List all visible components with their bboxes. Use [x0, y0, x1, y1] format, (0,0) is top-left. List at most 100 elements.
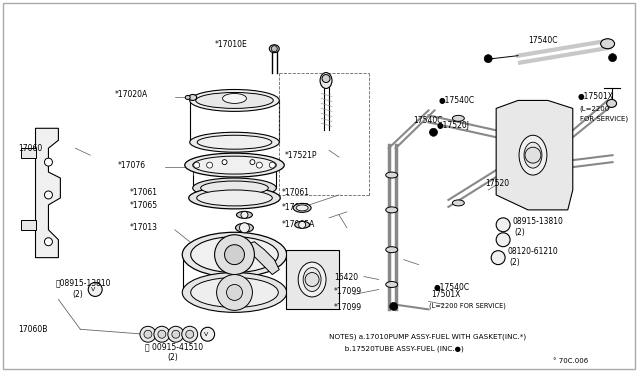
- Text: (L=2200: (L=2200: [580, 105, 610, 112]
- Text: 16420: 16420: [334, 273, 358, 282]
- Circle shape: [186, 330, 194, 338]
- Circle shape: [305, 273, 319, 286]
- Text: (2): (2): [509, 258, 520, 267]
- Circle shape: [182, 326, 198, 342]
- Text: ●17501X: ●17501X: [578, 92, 614, 101]
- Polygon shape: [35, 128, 60, 258]
- Polygon shape: [246, 242, 279, 275]
- Ellipse shape: [191, 237, 278, 273]
- Text: *17521P: *17521P: [284, 151, 317, 160]
- Ellipse shape: [236, 223, 253, 232]
- Ellipse shape: [293, 203, 311, 212]
- Ellipse shape: [185, 153, 284, 177]
- Circle shape: [484, 55, 492, 62]
- Text: 17520: 17520: [485, 179, 509, 187]
- Circle shape: [227, 285, 243, 301]
- Ellipse shape: [182, 273, 287, 312]
- Text: 17540C: 17540C: [528, 36, 557, 45]
- Text: FOR SERVICE): FOR SERVICE): [580, 115, 628, 122]
- Ellipse shape: [320, 73, 332, 89]
- Text: Ⓥ08915-13810: Ⓥ08915-13810: [56, 278, 111, 287]
- Ellipse shape: [294, 221, 310, 228]
- Circle shape: [172, 330, 180, 338]
- Circle shape: [496, 218, 510, 232]
- Circle shape: [154, 326, 170, 342]
- Circle shape: [44, 238, 52, 246]
- Circle shape: [241, 211, 248, 218]
- Text: ●17540C: ●17540C: [433, 283, 470, 292]
- Polygon shape: [496, 100, 573, 210]
- Ellipse shape: [191, 278, 278, 307]
- Text: 17060: 17060: [19, 144, 43, 153]
- Ellipse shape: [452, 200, 465, 206]
- Ellipse shape: [182, 232, 287, 277]
- Ellipse shape: [189, 132, 279, 152]
- Text: *17099: *17099: [334, 287, 362, 296]
- Circle shape: [140, 326, 156, 342]
- Circle shape: [88, 282, 102, 296]
- Ellipse shape: [519, 135, 547, 175]
- Text: *17013: *17013: [130, 223, 158, 232]
- Text: *17065A: *17065A: [281, 220, 315, 229]
- Ellipse shape: [386, 172, 397, 178]
- Circle shape: [491, 251, 505, 264]
- Ellipse shape: [269, 45, 279, 53]
- Text: V: V: [497, 222, 501, 227]
- Text: 17540C: 17540C: [413, 116, 443, 125]
- Ellipse shape: [193, 178, 276, 198]
- Ellipse shape: [303, 267, 321, 291]
- Ellipse shape: [607, 99, 616, 108]
- Text: *17065: *17065: [281, 203, 309, 212]
- Circle shape: [525, 147, 541, 163]
- Ellipse shape: [237, 211, 252, 218]
- Circle shape: [44, 191, 52, 199]
- Ellipse shape: [296, 205, 308, 211]
- Circle shape: [207, 162, 212, 168]
- Text: *17010E: *17010E: [214, 40, 247, 49]
- Circle shape: [609, 54, 616, 62]
- Text: 17060B: 17060B: [19, 325, 48, 334]
- Text: (2): (2): [514, 228, 525, 237]
- Circle shape: [390, 302, 397, 310]
- Text: (2): (2): [72, 290, 83, 299]
- Text: *17020A: *17020A: [115, 90, 148, 99]
- Circle shape: [257, 162, 262, 168]
- Text: NOTES) a.17010PUMP ASSY-FUEL WITH GASKET(INC.*): NOTES) a.17010PUMP ASSY-FUEL WITH GASKET…: [329, 334, 526, 340]
- Text: *17099: *17099: [334, 303, 362, 312]
- Text: B: B: [494, 255, 499, 260]
- Text: ° 70C.006: ° 70C.006: [553, 358, 588, 364]
- Text: ●17540C: ●17540C: [438, 96, 475, 105]
- Text: V: V: [91, 287, 95, 292]
- Text: ●17520J: ●17520J: [436, 121, 470, 130]
- Ellipse shape: [196, 190, 272, 206]
- Ellipse shape: [386, 207, 397, 213]
- Circle shape: [214, 235, 254, 275]
- Ellipse shape: [189, 90, 279, 111]
- Text: 08915-13810: 08915-13810: [512, 217, 563, 226]
- Circle shape: [269, 162, 275, 168]
- Circle shape: [158, 330, 166, 338]
- Circle shape: [168, 326, 184, 342]
- Polygon shape: [20, 148, 35, 158]
- Circle shape: [250, 160, 255, 164]
- Text: b.17520TUBE ASSY-FUEL (INC.●): b.17520TUBE ASSY-FUEL (INC.●): [329, 346, 464, 352]
- Ellipse shape: [298, 262, 326, 297]
- Polygon shape: [20, 220, 35, 230]
- Circle shape: [194, 162, 200, 168]
- Circle shape: [239, 223, 250, 233]
- Circle shape: [271, 46, 277, 52]
- Circle shape: [225, 245, 244, 264]
- Ellipse shape: [189, 187, 280, 209]
- Text: *17061: *17061: [130, 189, 158, 198]
- Circle shape: [201, 327, 214, 341]
- Ellipse shape: [197, 135, 272, 149]
- Ellipse shape: [189, 94, 196, 100]
- Text: *17065: *17065: [130, 201, 158, 211]
- Ellipse shape: [386, 247, 397, 253]
- Text: *17061: *17061: [281, 189, 309, 198]
- Circle shape: [299, 221, 306, 228]
- Ellipse shape: [600, 39, 614, 49]
- Ellipse shape: [201, 181, 268, 195]
- Circle shape: [429, 128, 438, 136]
- Circle shape: [216, 275, 252, 310]
